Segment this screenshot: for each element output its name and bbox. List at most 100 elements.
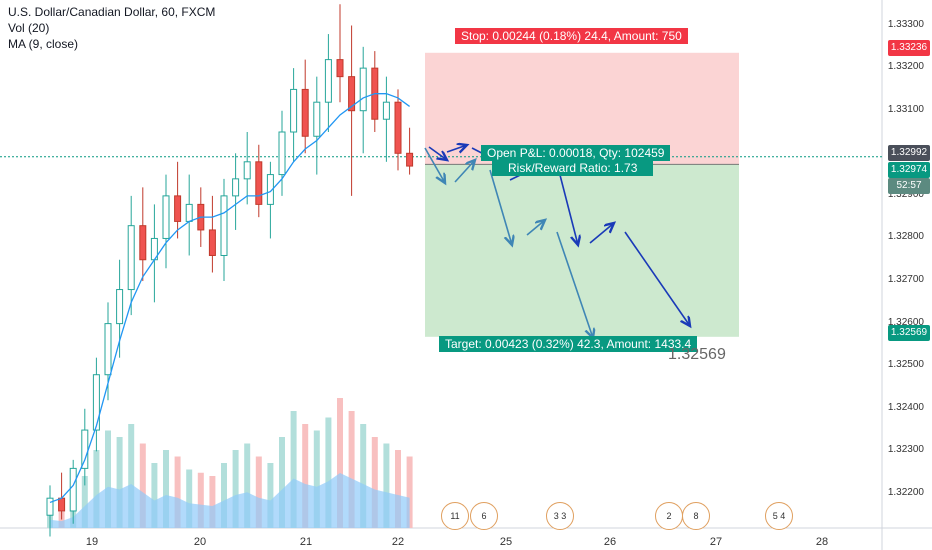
candle-body	[336, 59, 344, 78]
volume-bar	[221, 463, 227, 528]
volume-bar	[279, 437, 285, 528]
projection-arrow	[556, 231, 593, 338]
candle-body	[220, 195, 228, 256]
time-tick-label: 28	[815, 536, 829, 548]
target-echo-text: 1.32569	[668, 346, 726, 363]
volume-bar	[81, 476, 88, 528]
price-tick-label: 1.32900	[887, 188, 924, 200]
candle-body	[127, 225, 135, 291]
chart-legend: U.S. Dollar/Canadian Dollar, 60, FXCM Vo…	[8, 4, 215, 52]
volume-bar	[58, 511, 65, 528]
candle-body	[324, 59, 332, 103]
economic-event-icon[interactable]: 11	[441, 502, 469, 530]
candle-body	[290, 88, 298, 133]
volume-bar	[395, 450, 401, 528]
open-pl-label[interactable]: Open P&L: 0.00018, Qty: 102459	[481, 145, 671, 161]
candle-body	[232, 178, 240, 197]
price-tick-label: 1.32400	[887, 401, 924, 413]
time-tick-label: 22	[391, 536, 405, 548]
projection-arrow	[526, 220, 545, 236]
candle-body	[174, 195, 182, 222]
volume-bar	[360, 424, 367, 528]
projection-arrow	[559, 174, 578, 245]
moving-average-line	[49, 93, 410, 504]
candle-body	[266, 174, 274, 205]
risk-reward-label[interactable]: Risk/Reward Ratio: 1.73	[492, 160, 654, 176]
economic-event-icon[interactable]: 2	[655, 502, 683, 530]
candle-body	[104, 323, 112, 376]
volume-bar	[313, 430, 320, 528]
projection-arrow	[454, 160, 475, 183]
volume-bar	[197, 472, 204, 528]
moving-average-label[interactable]: MA (9, close)	[8, 37, 79, 51]
economic-event-icon[interactable]: 6	[470, 502, 498, 530]
economic-event-icon[interactable]: 8	[682, 502, 710, 530]
candle-body	[313, 101, 321, 137]
volume-bar	[151, 463, 158, 528]
volume-bar	[174, 456, 181, 528]
price-tick-label: 1.33200	[887, 61, 924, 73]
candle-body	[81, 429, 89, 469]
volume-bar	[406, 456, 413, 528]
volume-bar	[267, 463, 274, 528]
stop-label[interactable]: Stop: 0.00244 (0.18%) 24.4, Amount: 750	[455, 28, 688, 44]
target-price-box: 1.32569	[888, 325, 930, 341]
candle-body	[58, 497, 66, 512]
volume-bar	[139, 443, 146, 528]
time-tick-label: 25	[499, 536, 513, 548]
volume-bar	[348, 411, 355, 528]
candle-body	[348, 76, 356, 112]
projection-arrow	[428, 146, 447, 160]
economic-event-icon[interactable]: 3 3	[546, 502, 574, 530]
volume-bar	[163, 450, 169, 528]
candle-body	[243, 161, 251, 180]
candle-body	[301, 88, 309, 137]
countdown-box: 52:57	[888, 178, 930, 194]
volume-bar	[383, 443, 390, 528]
volume-bar	[93, 450, 100, 528]
candle-body	[208, 229, 216, 256]
volume-bar	[186, 469, 193, 528]
candle-body	[406, 152, 414, 167]
price-tick-label: 1.33300	[887, 18, 924, 30]
projection-arrow	[424, 147, 445, 183]
price-tick-label: 1.33100	[887, 103, 924, 115]
projection-arrow	[624, 231, 690, 326]
candle-body	[162, 195, 170, 239]
volume-bar	[325, 417, 332, 528]
candle-body	[69, 467, 77, 512]
volume-bar	[371, 437, 378, 528]
volume-bar	[128, 424, 135, 528]
volume-bar	[232, 450, 239, 528]
time-tick-label: 26	[603, 536, 617, 548]
volume-indicator-label[interactable]: Vol (20)	[8, 21, 50, 35]
bid-price-box: 1.32974	[888, 162, 930, 178]
volume-bar	[255, 456, 262, 528]
candle-body	[278, 131, 286, 176]
candle-body	[185, 203, 193, 222]
candle-body	[382, 101, 390, 120]
target-label[interactable]: Target: 0.00423 (0.32%) 42.3, Amount: 14…	[439, 336, 698, 352]
time-tick-label: 20	[193, 536, 207, 548]
candle-body	[92, 374, 100, 431]
candle-body	[359, 67, 367, 112]
current-price-box: 1.32992	[888, 145, 930, 161]
price-tick-label: 1.32600	[887, 316, 924, 328]
time-tick-label: 19	[85, 536, 99, 548]
volume-ma-area	[50, 473, 410, 528]
price-tick-label: 1.32500	[887, 359, 924, 371]
volume-bar	[105, 430, 111, 528]
time-tick-label: 21	[299, 536, 313, 548]
volume-bar	[302, 424, 309, 528]
symbol-title[interactable]: U.S. Dollar/Canadian Dollar, 60, FXCM	[8, 5, 216, 19]
volume-bar	[209, 476, 216, 528]
time-tick-label: 27	[709, 536, 723, 548]
projection-arrow	[589, 223, 614, 244]
projection-arrow	[446, 145, 467, 152]
candle-body	[46, 497, 54, 516]
target-zone	[425, 164, 739, 337]
price-tick-label: 1.32800	[887, 231, 924, 243]
economic-event-icon[interactable]: 5 4	[765, 502, 793, 530]
volume-bar	[244, 443, 251, 528]
